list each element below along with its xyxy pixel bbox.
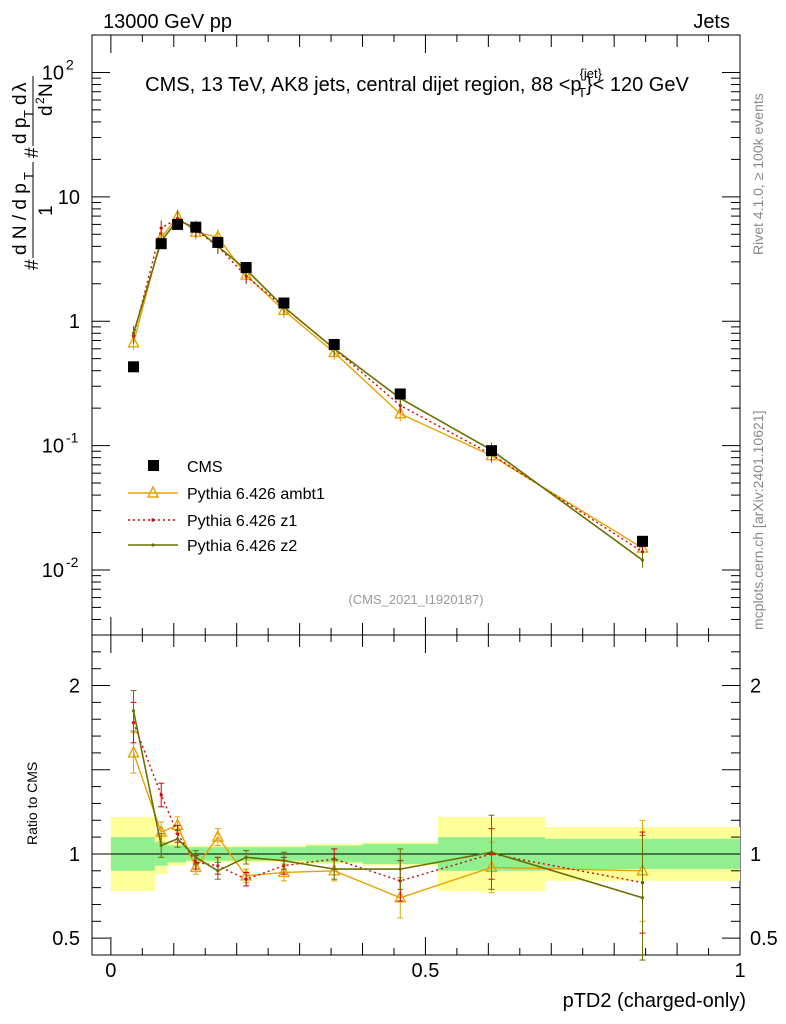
rivet-label: Rivet 4.1.0, ≥ 100k events (750, 93, 766, 255)
ratio-point-ambt1 (394, 890, 407, 903)
ratio-point-z1 (244, 877, 248, 881)
ratio-point-z2 (282, 859, 286, 863)
ratio-point-z2 (216, 869, 220, 873)
ratio-tick-label-right: 1 (750, 844, 761, 866)
legend-label-cms: CMS (187, 459, 223, 476)
y-tick-label: 10 (42, 560, 64, 582)
ratio-point-ambt1 (211, 829, 224, 842)
ratio-tick-label: 2 (69, 676, 80, 698)
ratio-tick-label-right: 0.5 (750, 928, 778, 950)
ratio-point-ambt1 (277, 864, 291, 878)
legend-marker-ambt1 (146, 485, 160, 498)
y-tick-label: 10 (42, 436, 64, 458)
ratio-point-z2 (194, 855, 198, 859)
point-ambt1 (127, 335, 140, 348)
legend: CMS Pythia 6.426 ambt1 Pythia 6.426 z1 Pyth… (128, 459, 325, 555)
ratio-series (127, 690, 649, 961)
point-ambt1 (394, 406, 407, 419)
ratio-line-z1 (132, 722, 643, 884)
y-tick-label: 10 (58, 187, 80, 209)
ratio-point-z2 (131, 709, 136, 713)
ratio-point-z2 (244, 855, 248, 859)
svg-text:λ: λ (10, 82, 31, 92)
plot-title: CMS, 13 TeV, AK8 jets, central dijet reg… (145, 66, 689, 100)
point-cms (485, 445, 497, 457)
point-cms (172, 218, 184, 230)
point-cms (212, 236, 224, 248)
point-z2 (131, 331, 136, 335)
svg-text:2: 2 (33, 97, 47, 104)
y-tick-label: 1 (69, 311, 80, 333)
svg-text:T: T (21, 172, 36, 180)
y-tick-exponent: -2 (66, 554, 79, 570)
ratio-plot-frame (91, 634, 741, 956)
svg-text:#: # (22, 147, 43, 158)
y-tick-label: 10 (42, 62, 64, 84)
ratio-tick-label-right: 2 (750, 676, 761, 698)
point-z1 (640, 550, 645, 554)
ratio-point-z2 (489, 850, 494, 854)
point-z2 (640, 558, 645, 562)
ratio-point-ambt1 (127, 745, 140, 758)
header-left: 13000 GeV pp (103, 11, 232, 33)
ratio-tick-label: 1 (69, 844, 80, 866)
legend-label-ambt1: Pythia 6.426 ambt1 (187, 486, 325, 503)
point-cms (328, 338, 340, 350)
header-right: Jets (693, 11, 730, 33)
svg-text:d: d (36, 105, 57, 116)
analysis-id: (CMS_2021_I1920187) (348, 592, 483, 607)
svg-text:N: N (36, 83, 57, 97)
ratio-ylabel: Ratio to CMS (24, 762, 40, 845)
svg-text:#: # (22, 259, 43, 270)
ratio-point-z1 (159, 793, 163, 797)
ratio-point-ambt1 (189, 859, 202, 873)
legend-marker-z1 (151, 518, 155, 522)
legend-label-z1: Pythia 6.426 z1 (187, 513, 297, 530)
point-cms (128, 361, 140, 373)
point-cms (394, 388, 406, 400)
main-ylabel: # d N / d p T 1 # d p T d λ d 2 N (10, 76, 57, 270)
y-tick-exponent: -1 (66, 430, 79, 446)
ratio-point-z2 (175, 837, 180, 841)
svg-text:T: T (21, 110, 36, 118)
legend-label-z2: Pythia 6.426 z2 (187, 538, 297, 555)
legend-marker-z2 (151, 543, 155, 547)
point-cms (190, 221, 202, 233)
legend-marker-cms (148, 460, 159, 471)
svg-text:d p: d p (10, 118, 31, 144)
main-series (127, 209, 649, 568)
point-cms (278, 297, 290, 309)
y-tick-exponent: 2 (66, 56, 74, 72)
x-tick-label: 0.5 (412, 960, 440, 982)
x-tick-label: 0 (105, 960, 116, 982)
ratio-point-z2 (159, 843, 163, 848)
xlabel: pTD2 (charged-only) (563, 990, 746, 1012)
ratio-point-z2 (398, 867, 402, 871)
ratio-point-z2 (640, 896, 645, 900)
ratio-point-z2 (332, 867, 336, 871)
point-cms (636, 535, 648, 547)
point-cms (240, 262, 252, 274)
svg-text:d N / d p: d N / d p (10, 183, 31, 255)
point-z1 (159, 226, 163, 230)
x-tick-label: 1 (734, 960, 745, 982)
ratio-tick-label: 0.5 (52, 928, 80, 950)
svg-text:1: 1 (36, 205, 57, 216)
mcplots-label: mcplots.cern.ch [arXiv:2401.10621] (750, 411, 766, 630)
point-cms (155, 238, 167, 250)
series-line-z2 (132, 219, 643, 561)
svg-text:d: d (10, 94, 31, 105)
